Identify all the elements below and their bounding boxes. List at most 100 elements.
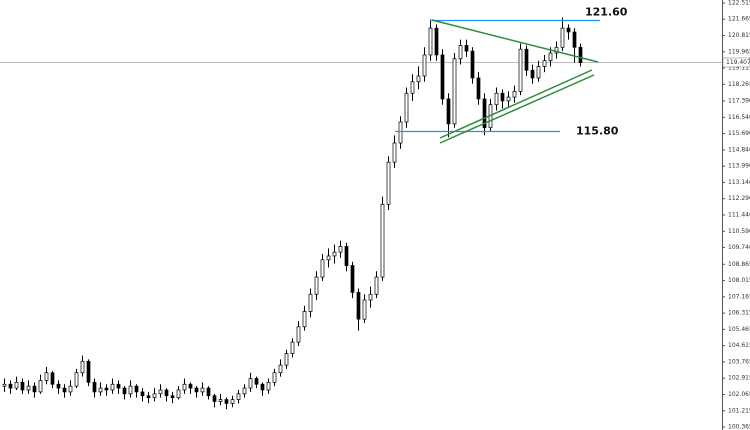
y-tick-label: 120.815 bbox=[728, 32, 750, 39]
candle-body bbox=[212, 395, 217, 402]
candle-body bbox=[44, 372, 49, 381]
candle-body bbox=[164, 389, 169, 397]
candle-body bbox=[254, 378, 259, 385]
candle-body bbox=[566, 27, 571, 33]
candle-body bbox=[230, 399, 235, 404]
candle-body bbox=[428, 27, 433, 56]
trend-line bbox=[431, 19, 599, 63]
y-tick-label: 117.390 bbox=[728, 98, 750, 105]
candle-body bbox=[152, 393, 157, 398]
candle-body bbox=[422, 54, 427, 77]
candle-body bbox=[350, 265, 355, 293]
y-tick-label: 108.865 bbox=[728, 261, 750, 268]
current-price-box bbox=[722, 57, 750, 68]
y-tick-label: 121.665 bbox=[728, 16, 750, 23]
candle-body bbox=[572, 31, 577, 48]
trend-line bbox=[439, 74, 595, 144]
y-tick-label: 108.015 bbox=[728, 277, 750, 284]
y-tick-label: 107.165 bbox=[728, 293, 750, 300]
candle-body bbox=[338, 246, 343, 253]
candle-body bbox=[242, 387, 247, 395]
candle-body bbox=[20, 381, 25, 391]
candle-body bbox=[452, 58, 457, 125]
candle-body bbox=[122, 387, 127, 395]
candle-body bbox=[404, 92, 409, 123]
candle-body bbox=[272, 372, 277, 383]
candle-body bbox=[290, 341, 295, 354]
candle-body bbox=[38, 380, 43, 393]
candle-body bbox=[356, 291, 361, 320]
y-tick-label: 102.065 bbox=[728, 391, 750, 398]
y-tick-label: 100.365 bbox=[728, 424, 750, 430]
candle-body bbox=[104, 387, 109, 391]
candle-body bbox=[56, 383, 61, 389]
candle-body bbox=[116, 383, 121, 389]
y-tick-label: 119.965 bbox=[728, 48, 750, 55]
candle-body bbox=[224, 399, 229, 404]
candle-body bbox=[182, 383, 187, 391]
candle-body bbox=[308, 293, 313, 312]
candle-body bbox=[206, 387, 211, 397]
y-tick-label: 119.115 bbox=[728, 65, 750, 72]
candle-body bbox=[464, 45, 469, 52]
candle-body bbox=[128, 385, 133, 395]
candle-body bbox=[398, 121, 403, 144]
trend-line bbox=[439, 69, 593, 139]
candle-body bbox=[176, 389, 181, 398]
y-tick-label: 105.465 bbox=[728, 326, 750, 333]
y-tick-label: 103.765 bbox=[728, 358, 750, 365]
candle-body bbox=[200, 387, 205, 393]
y-tick-label: 113.140 bbox=[728, 179, 750, 186]
y-tick-label: 113.990 bbox=[728, 163, 750, 170]
candle-body bbox=[518, 48, 523, 92]
candle-body bbox=[548, 52, 553, 62]
candle-body bbox=[530, 69, 535, 79]
candle-body bbox=[98, 387, 103, 393]
candle-body bbox=[266, 381, 271, 391]
level-label: 121.60 bbox=[585, 5, 628, 18]
y-tick-label: 101.215 bbox=[728, 407, 750, 414]
candle-body bbox=[512, 90, 517, 98]
candle-body bbox=[458, 45, 463, 60]
candle-body bbox=[284, 353, 289, 366]
candle-body bbox=[8, 383, 13, 389]
candle-body bbox=[368, 293, 373, 301]
candle-body bbox=[146, 395, 151, 398]
candle-body bbox=[62, 387, 67, 393]
y-tick-label: 109.740 bbox=[728, 244, 750, 251]
candle-body bbox=[32, 385, 37, 393]
candle-body bbox=[524, 48, 529, 71]
candle-body bbox=[14, 381, 19, 389]
candle-body bbox=[470, 50, 475, 79]
candle-body bbox=[482, 98, 487, 129]
candle-body bbox=[110, 383, 115, 391]
candle-body bbox=[536, 66, 541, 79]
candle-body bbox=[344, 246, 349, 266]
candle-body bbox=[434, 27, 439, 56]
candle-body bbox=[554, 46, 559, 54]
candle-body bbox=[542, 60, 547, 67]
candle-body bbox=[410, 81, 415, 94]
candle-body bbox=[380, 203, 385, 278]
y-tick-label: 112.290 bbox=[728, 195, 750, 202]
candle-body bbox=[158, 389, 163, 395]
current-price-label: 119.407 bbox=[726, 59, 750, 66]
candle-body bbox=[326, 255, 331, 261]
y-tick-label: 102.915 bbox=[728, 375, 750, 382]
candle-body bbox=[74, 372, 79, 387]
y-tick-label: 111.440 bbox=[728, 212, 750, 219]
y-tick-label: 106.315 bbox=[728, 310, 750, 317]
candle-body bbox=[80, 360, 85, 374]
candle-body bbox=[392, 142, 397, 163]
candle-body bbox=[68, 385, 73, 393]
candle-body bbox=[86, 360, 91, 383]
candle-body bbox=[332, 251, 337, 257]
y-tick-label: 116.540 bbox=[728, 114, 750, 121]
candle-body bbox=[296, 326, 301, 343]
candle-body bbox=[314, 276, 319, 295]
candle-body bbox=[236, 393, 241, 400]
candle-body bbox=[260, 383, 265, 391]
candle-body bbox=[578, 46, 583, 63]
